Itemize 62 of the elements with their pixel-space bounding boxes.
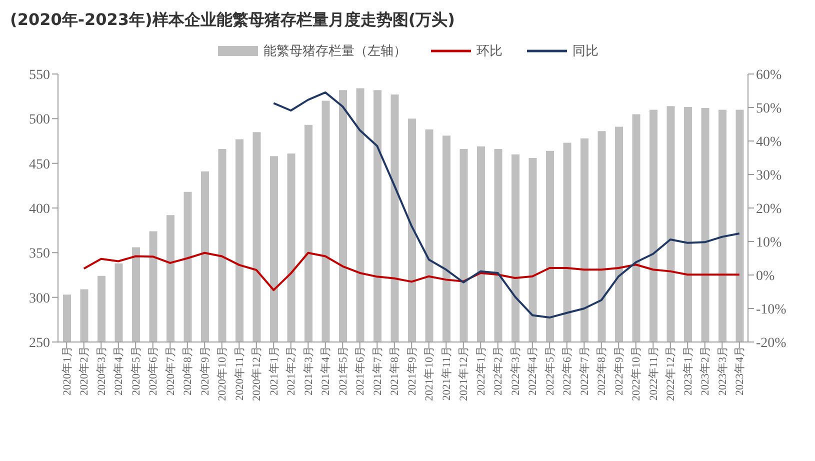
x-tick-label: 2022年6月 (562, 346, 574, 396)
x-tick-label: 2021年1月 (268, 346, 280, 396)
x-tick-label: 2020年3月 (96, 346, 108, 396)
y2-tick-label: 20% (756, 202, 782, 217)
y2-tick-label: 50% (756, 101, 782, 116)
y-tick-label: 400 (29, 202, 50, 217)
x-tick-label: 2020年7月 (164, 346, 177, 396)
x-tick-label: 2021年8月 (389, 346, 402, 396)
y-tick-label: 550 (29, 68, 50, 83)
x-tick-label: 2022年2月 (492, 346, 505, 396)
x-tick-label: 2020年2月 (78, 346, 91, 396)
x-tick-label: 2021年12月 (458, 346, 470, 401)
y-tick-label: 300 (29, 291, 50, 306)
line-series (82, 252, 740, 292)
x-tick-label: 2021年7月 (372, 346, 384, 396)
x-tick-label: 2021年4月 (320, 346, 332, 396)
x-tick-label: 2021年5月 (337, 346, 350, 396)
x-tick-label: 2021年6月 (354, 346, 367, 396)
y2-tick-label: 30% (756, 168, 782, 184)
x-tick-label: 2020年12月 (251, 346, 264, 401)
y2-tick-label: -20% (756, 336, 787, 351)
x-tick-label: 2021年9月 (406, 346, 418, 396)
y2-tick-label: 10% (756, 235, 782, 250)
line-series (272, 91, 740, 319)
x-tick-label: 2020年11月 (234, 346, 246, 401)
x-tick-label: 2023年4月 (734, 346, 746, 396)
x-tick-label: 2020年10月 (216, 346, 229, 401)
x-tick-label: 2022年12月 (665, 346, 678, 401)
x-tick-label: 2023年3月 (716, 346, 729, 396)
chart-title: (2020年-2023年)样本企业能繁母猪存栏量月度走势图(万头) (10, 10, 455, 31)
x-tick-label: 2021年2月 (286, 346, 298, 396)
y2-tick-label: 0% (756, 268, 775, 284)
x-tick-label: 2021年11月 (440, 346, 453, 401)
x-tick-label: 2022年4月 (527, 346, 540, 396)
x-tick-label: 2023年1月 (682, 346, 694, 396)
y-tick-label: 350 (29, 246, 50, 262)
x-tick-label: 2022年11月 (648, 346, 660, 401)
x-tick-label: 2021年10月 (424, 346, 436, 401)
x-tick-label: 2022年7月 (578, 346, 591, 396)
x-tick-label: 2022年1月 (475, 346, 488, 396)
x-tick-label: 2020年1月 (61, 346, 74, 396)
x-tick-label: 2021年3月 (302, 346, 315, 396)
x-tick-label: 2020年6月 (148, 346, 160, 396)
x-tick-label: 2020年8月 (182, 346, 194, 396)
y-tick-label: 500 (29, 112, 50, 128)
x-tick-label: 2022年8月 (596, 346, 608, 396)
x-tick-label: 2020年9月 (199, 346, 212, 396)
x-tick-label: 2022年9月 (613, 346, 626, 396)
y2-tick-label: -10% (756, 302, 787, 318)
y2-tick-label: 40% (756, 134, 782, 150)
x-tick-label: 2022年10月 (630, 346, 643, 401)
y-tick-label: 250 (29, 336, 50, 351)
x-tick-label: 2022年3月 (510, 346, 522, 396)
x-tick-label: 2023年2月 (700, 346, 712, 396)
x-tick-label: 2022年5月 (544, 346, 556, 396)
legend-label: 能繁母猪存栏量（左轴） (264, 43, 406, 60)
x-tick-label: 2020年5月 (130, 346, 142, 396)
y2-tick-label: 60% (756, 68, 782, 83)
y-tick-label: 450 (29, 157, 50, 172)
x-tick-label: 2020年4月 (113, 346, 126, 396)
legend-label: 同比 (572, 43, 598, 60)
legend-label: 环比 (476, 43, 502, 60)
